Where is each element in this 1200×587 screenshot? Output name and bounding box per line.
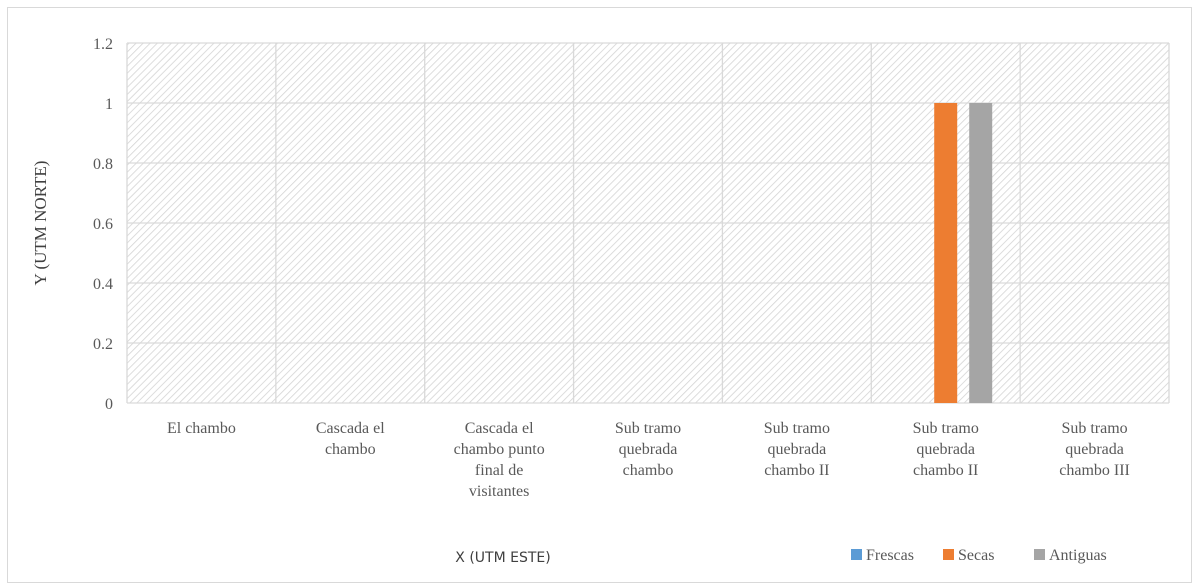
legend-label-secas: Secas xyxy=(958,547,994,564)
x-axis-title: X (UTM ESTE) xyxy=(455,550,550,566)
x-category-label: Sub tramo quebrada chambo xyxy=(615,420,681,479)
y-tick-label: 1 xyxy=(105,96,113,113)
y-tick-label: 0 xyxy=(105,396,113,413)
y-tick-labels: 0 0.2 0.4 0.6 0.8 1 1.2 xyxy=(93,36,113,413)
y-tick-label: 0.2 xyxy=(93,336,113,353)
bar-antiguas xyxy=(969,103,993,403)
legend-swatch-secas xyxy=(943,549,954,560)
legend-swatch-frescas xyxy=(851,549,862,560)
y-tick-label: 1.2 xyxy=(93,36,113,53)
chart-frame: 0 0.2 0.4 0.6 0.8 1 1.2 El chambo Cascada el cha… xyxy=(7,7,1192,583)
x-category-label: Sub tramo quebrada chambo II xyxy=(913,420,979,479)
x-category-label: El chambo xyxy=(167,420,236,437)
legend-label-frescas: Frescas xyxy=(866,547,914,564)
legend-swatch-antiguas xyxy=(1034,549,1045,560)
bar-secas xyxy=(934,103,958,403)
legend: Frescas Secas Antiguas xyxy=(851,547,1107,564)
x-category-label: Cascada el chambo punto final de visitantes xyxy=(454,420,545,500)
x-category-label: Sub tramo quebrada chambo III xyxy=(1059,420,1130,479)
bar-chart: 0 0.2 0.4 0.6 0.8 1 1.2 El chambo Cascada el cha… xyxy=(31,36,1170,566)
bars xyxy=(934,103,993,403)
legend-label-antiguas: Antiguas xyxy=(1049,547,1107,564)
y-tick-label: 0.6 xyxy=(93,216,113,233)
gridlines xyxy=(126,42,1170,404)
y-tick-label: 0.8 xyxy=(93,156,113,173)
y-tick-label: 0.4 xyxy=(93,276,113,293)
x-category-labels: El chambo Cascada el chambo Cascada el chamb… xyxy=(167,420,1130,500)
x-category-label: Cascada el chambo xyxy=(316,420,385,458)
x-category-label: Sub tramo quebrada chambo II xyxy=(764,420,830,479)
y-axis-title: Y (UTM NORTE) xyxy=(31,161,50,286)
